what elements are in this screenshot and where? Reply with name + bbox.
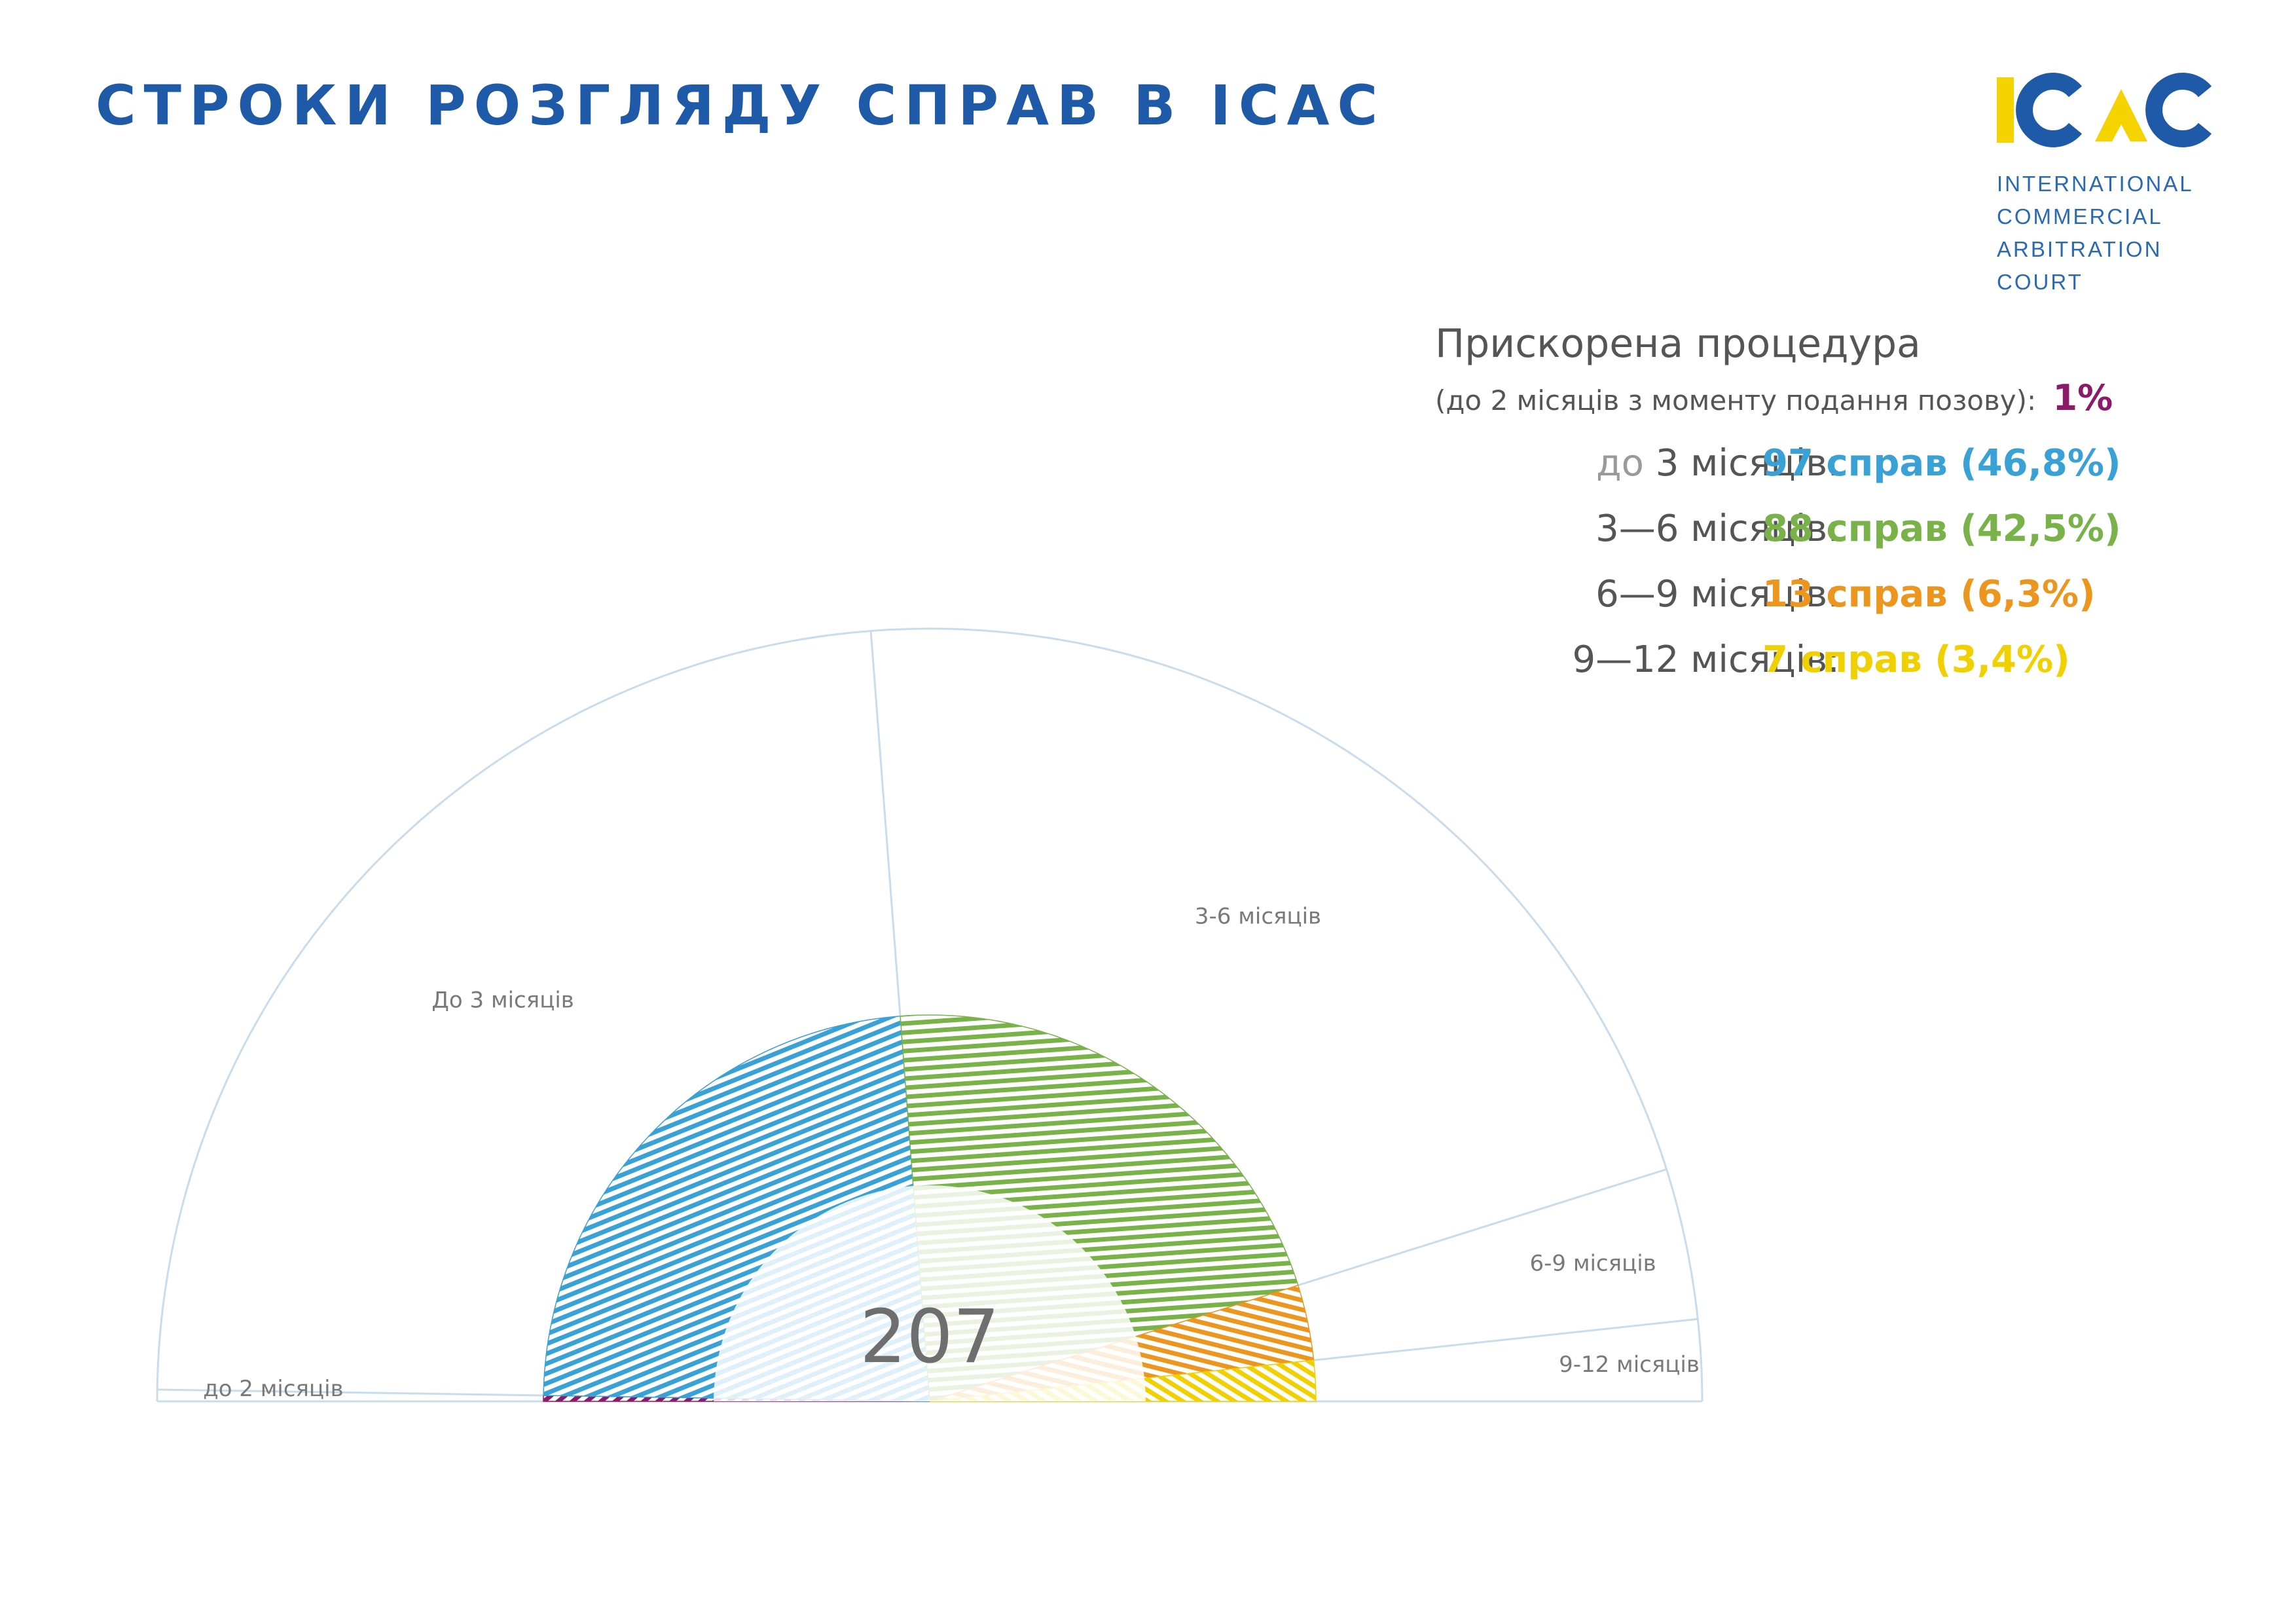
chart-segment-labels: до 2 місяців До 3 місяців 3-6 місяців 6-9 м…: [203, 904, 1700, 1402]
legend-row: 6—9 місяців: 13 справ (6,3%): [1435, 566, 2286, 632]
icac-logo: INTERNATIONAL COMMERCIAL ARBITRATION COU…: [1997, 72, 2219, 301]
legend-heading: Прискорена процедура: [1435, 321, 1921, 367]
page-title: СТРОКИ РОЗГЛЯДУ СПРАВ В ICAC: [96, 73, 1386, 138]
legend-row-label-text: 3 місяців:: [1643, 442, 1840, 485]
label-9-12-months: 9-12 місяців: [1559, 1352, 1700, 1378]
legend-row-label: 6—9 місяців:: [1595, 573, 1840, 616]
label-2-months: до 2 місяців: [203, 1376, 343, 1402]
legend-row-value: 13 справ (6,3%): [1762, 573, 2096, 616]
outer-arc: [156, 627, 1704, 1402]
legend-subheading-text: (до 2 місяців з моменту подання позову):: [1435, 384, 2037, 416]
legend-row: 3—6 місяців: 88 справ (42,5%): [1435, 501, 2286, 566]
legend-row-value: 88 справ (42,5%): [1762, 507, 2121, 550]
legend: Прискорена процедура (до 2 місяців з мом…: [1435, 321, 2286, 697]
legend-row-value: 7 справ (3,4%): [1762, 638, 2070, 681]
logo-line: COURT: [1997, 270, 2083, 294]
legend-row-label: 3—6 місяців:: [1595, 507, 1840, 550]
legend-row-value: 97 справ (46,8%): [1762, 442, 2121, 485]
legend-row-label: 9—12 місяців:: [1572, 638, 1840, 681]
logo-line: COMMERCIAL: [1997, 204, 2163, 229]
label-under-3-months: До 3 місяців: [431, 987, 574, 1014]
legend-rows: до 3 місяців: 97 справ (46,8%) 3—6 місяц…: [1435, 435, 2286, 697]
label-6-9-months: 6-9 місяців: [1529, 1250, 1656, 1276]
legend-row-label: до 3 місяців:: [1596, 442, 1840, 485]
center-disc: [714, 1185, 1146, 1401]
logo-line: ARBITRATION: [1997, 237, 2162, 261]
legend-row-prefix: до: [1595, 442, 1644, 485]
chart-center: 207: [714, 1185, 1146, 1401]
label-3-6-months: 3-6 місяців: [1195, 904, 1321, 930]
legend-subheading: (до 2 місяців з моменту подання позову):…: [1435, 377, 2286, 418]
icac-logo-mark: [1997, 73, 2212, 147]
legend-subheading-value: 1%: [2052, 377, 2113, 418]
total-value: 207: [860, 1295, 1000, 1380]
logo-subtitle: INTERNATIONAL COMMERCIAL ARBITRATION COU…: [1997, 168, 2219, 299]
logo-line: INTERNATIONAL: [1997, 172, 2194, 196]
legend-row: 9—12 місяців: 7 справ (3,4%): [1435, 632, 2286, 697]
legend-row: до 3 місяців: 97 справ (46,8%): [1435, 435, 2286, 501]
